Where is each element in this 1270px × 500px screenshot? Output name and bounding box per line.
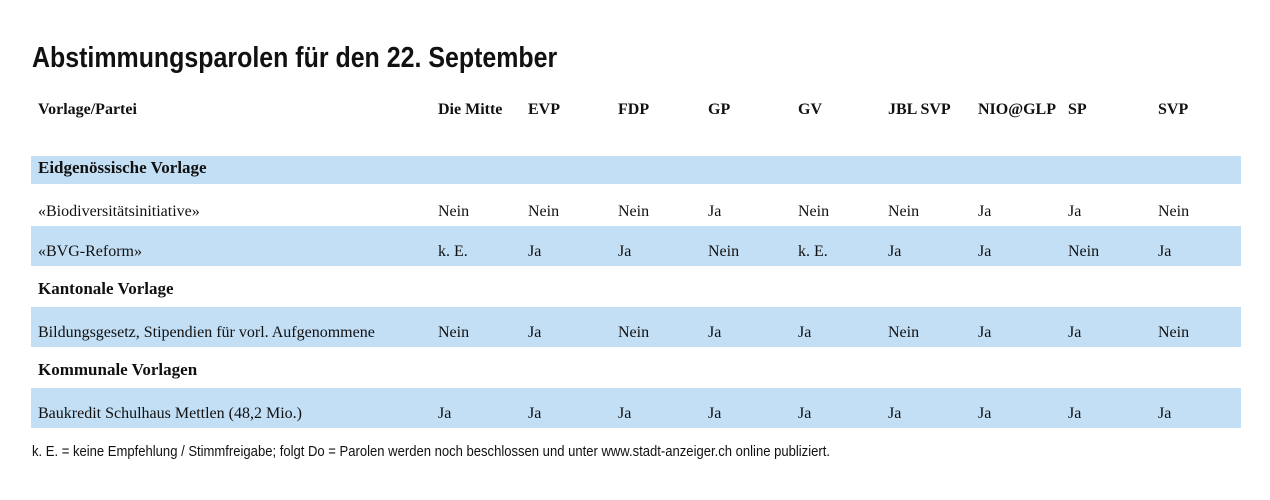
vote-value: Ja <box>978 405 992 422</box>
table-row: Bildungsgesetz, Stipendien für vorl. Auf… <box>0 324 1270 348</box>
row-highlight-band <box>31 156 1241 184</box>
table-row: «Biodiversitätsinitiative» Nein Nein Nein Ja… <box>0 203 1270 227</box>
row-highlight-band <box>31 226 1241 266</box>
vote-value: Ja <box>978 203 992 220</box>
column-header: GV <box>798 101 822 118</box>
column-header: FDP <box>618 101 650 118</box>
vote-value: Ja <box>978 243 992 260</box>
table-row: «BVG-Reform» k. E. Ja Ja Nein k. E. Ja Ja Nein Ja <box>0 243 1270 267</box>
vote-value: Nein <box>1158 324 1190 341</box>
vote-value: Nein <box>708 243 740 260</box>
vote-value: Ja <box>798 405 812 422</box>
vote-value: Nein <box>1068 243 1100 260</box>
vote-value: Nein <box>798 203 830 220</box>
section-label: Kommunale Vorlagen <box>38 360 198 379</box>
column-header: GP <box>708 101 731 118</box>
vote-value: Ja <box>528 324 542 341</box>
vote-value: Nein <box>618 203 650 220</box>
vote-value: Ja <box>528 405 542 422</box>
vote-value: Ja <box>708 405 722 422</box>
row-label: «Biodiversitätsinitiative» <box>38 203 200 220</box>
section-heading: Eidgenössische Vorlage <box>0 158 1270 182</box>
row-label: Bildungsgesetz, Stipendien für vorl. Auf… <box>38 324 375 341</box>
vote-value: Ja <box>1158 405 1172 422</box>
section-heading: Kommunale Vorlagen <box>0 360 1270 384</box>
vote-value: Ja <box>888 243 902 260</box>
row-highlight-band <box>31 307 1241 347</box>
vote-value: Ja <box>1068 405 1082 422</box>
vote-value: Nein <box>888 203 920 220</box>
column-header: NIO@GLP <box>978 101 1056 118</box>
page-title: Abstimmungsparolen für den 22. September <box>32 42 558 74</box>
table-row: Baukredit Schulhaus Mettlen (48,2 Mio.) J… <box>0 405 1270 429</box>
vote-value: Ja <box>618 243 632 260</box>
footnote: k. E. = keine Empfehlung / Stimmfreigabe… <box>32 443 830 460</box>
section-label: Kantonale Vorlage <box>38 279 174 298</box>
vote-value: Ja <box>978 324 992 341</box>
vote-value: Nein <box>618 324 650 341</box>
row-highlight-band <box>31 388 1241 428</box>
vote-value: Ja <box>1158 243 1172 260</box>
vote-value: Nein <box>1158 203 1190 220</box>
column-header-label: Vorlage/Partei <box>38 101 137 118</box>
column-header: Die Mitte <box>438 101 503 118</box>
column-header: SVP <box>1158 101 1189 118</box>
vote-value: Ja <box>1068 324 1082 341</box>
vote-value: Ja <box>888 405 902 422</box>
vote-value: k. E. <box>798 243 828 260</box>
vote-value: Ja <box>708 324 722 341</box>
vote-value: Ja <box>798 324 812 341</box>
section-heading: Kantonale Vorlage <box>0 279 1270 303</box>
table-header: Vorlage/Partei Die Mitte EVP FDP GP GV JBL SVP… <box>0 101 1270 125</box>
vote-value: Ja <box>1068 203 1082 220</box>
column-header: SP <box>1068 101 1087 118</box>
vote-value: Nein <box>438 203 470 220</box>
vote-value: Ja <box>708 203 722 220</box>
column-header: JBL SVP <box>888 101 951 118</box>
section-label: Eidgenössische Vorlage <box>38 158 207 177</box>
row-label: «BVG-Reform» <box>38 243 142 260</box>
vote-value: Nein <box>438 324 470 341</box>
column-header: EVP <box>528 101 560 118</box>
vote-value: Ja <box>528 243 542 260</box>
vote-value: Ja <box>618 405 632 422</box>
vote-value: Nein <box>528 203 560 220</box>
vote-value: k. E. <box>438 243 468 260</box>
vote-value: Ja <box>438 405 452 422</box>
vote-value: Nein <box>888 324 920 341</box>
row-label: Baukredit Schulhaus Mettlen (48,2 Mio.) <box>38 405 302 422</box>
